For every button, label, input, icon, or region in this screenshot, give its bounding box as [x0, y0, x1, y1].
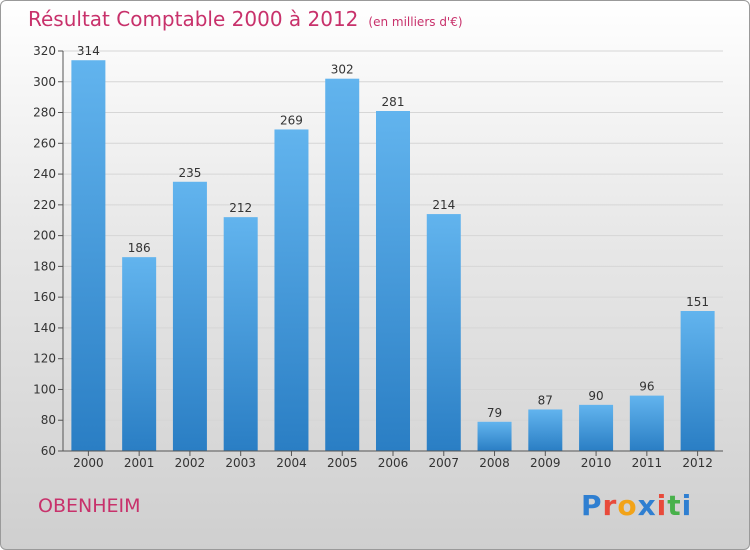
- logo-letter: i: [681, 489, 693, 522]
- x-tick-label: 2003: [225, 456, 256, 470]
- x-tick-label: 2006: [378, 456, 409, 470]
- y-axis: 60 80 100 120 140 160 180 200 220 240 260 280 300 320: [33, 44, 64, 458]
- bars: 314 186 235 212 269 302 281 214 79 87 90 96 151: [71, 44, 715, 451]
- logo-letter: t: [667, 489, 682, 522]
- place-name: OBENHEIM: [38, 495, 141, 517]
- y-tick-label: 220: [33, 198, 56, 212]
- bar-value-label: 302: [331, 63, 354, 77]
- chart-title-text: Résultat Comptable 2000 à 2012: [28, 7, 359, 31]
- y-tick-label: 200: [33, 229, 56, 243]
- y-tick-label: 180: [33, 259, 56, 273]
- y-tick-label: 300: [33, 75, 56, 89]
- bar: [629, 395, 664, 451]
- bar: [71, 60, 106, 451]
- bar: [325, 78, 360, 451]
- bar-value-label: 314: [77, 44, 100, 58]
- x-tick-label: 2002: [175, 456, 206, 470]
- bar-value-label: 235: [178, 166, 201, 180]
- y-tick-label: 280: [33, 106, 56, 120]
- x-tick-label: 2012: [682, 456, 713, 470]
- y-tick-label: 160: [33, 290, 56, 304]
- chart-title: Résultat Comptable 2000 à 2012 (en millie…: [28, 7, 463, 31]
- bar-value-label: 96: [639, 380, 654, 394]
- y-tick-label: 260: [33, 136, 56, 150]
- x-tick-label: 2004: [276, 456, 307, 470]
- bar: [274, 129, 309, 451]
- bar-value-label: 186: [128, 241, 151, 255]
- bar-value-label: 90: [588, 389, 603, 403]
- x-tick-label: 2007: [428, 456, 459, 470]
- y-tick-label: 120: [33, 352, 56, 366]
- x-tick-label: 2000: [73, 456, 104, 470]
- x-axis: 2000 2001 2002 2003 2004 2005 2006 2007 2008 2009…: [63, 450, 723, 470]
- bar: [528, 409, 563, 451]
- bar: [579, 404, 614, 451]
- bar: [680, 311, 715, 451]
- y-tick-label: 60: [41, 444, 56, 458]
- y-tick-label: 140: [33, 321, 56, 335]
- bar: [172, 181, 207, 451]
- bar-value-label: 79: [487, 406, 502, 420]
- proxiti-logo: Proxiti: [581, 489, 692, 522]
- bar-value-label: 87: [538, 393, 553, 407]
- y-tick-label: 80: [41, 413, 56, 427]
- bar-value-label: 214: [432, 198, 455, 212]
- x-tick-label: 2011: [632, 456, 663, 470]
- logo-letter: x: [637, 489, 657, 522]
- bar-value-label: 151: [686, 295, 709, 309]
- x-tick-label: 2005: [327, 456, 358, 470]
- x-tick-label: 2008: [479, 456, 510, 470]
- chart-unit: (en milliers d'€): [368, 15, 463, 29]
- logo-letter: o: [617, 489, 638, 522]
- x-tick-label: 2009: [530, 456, 561, 470]
- logo-letter: P: [581, 489, 603, 522]
- y-tick-label: 240: [33, 167, 56, 181]
- x-tick-label: 2001: [124, 456, 155, 470]
- bar-value-label: 269: [280, 113, 303, 127]
- logo-letter: r: [602, 489, 618, 522]
- bar-value-label: 281: [382, 95, 405, 109]
- logo-letter: i: [656, 489, 668, 522]
- bar-value-label: 212: [229, 201, 252, 215]
- bar: [426, 214, 461, 451]
- bar: [376, 111, 410, 451]
- y-tick-label: 320: [33, 44, 56, 58]
- x-tick-label: 2010: [581, 456, 612, 470]
- y-tick-label: 100: [33, 382, 56, 396]
- bar: [122, 257, 157, 451]
- bar: [223, 217, 258, 451]
- bar: [477, 421, 512, 451]
